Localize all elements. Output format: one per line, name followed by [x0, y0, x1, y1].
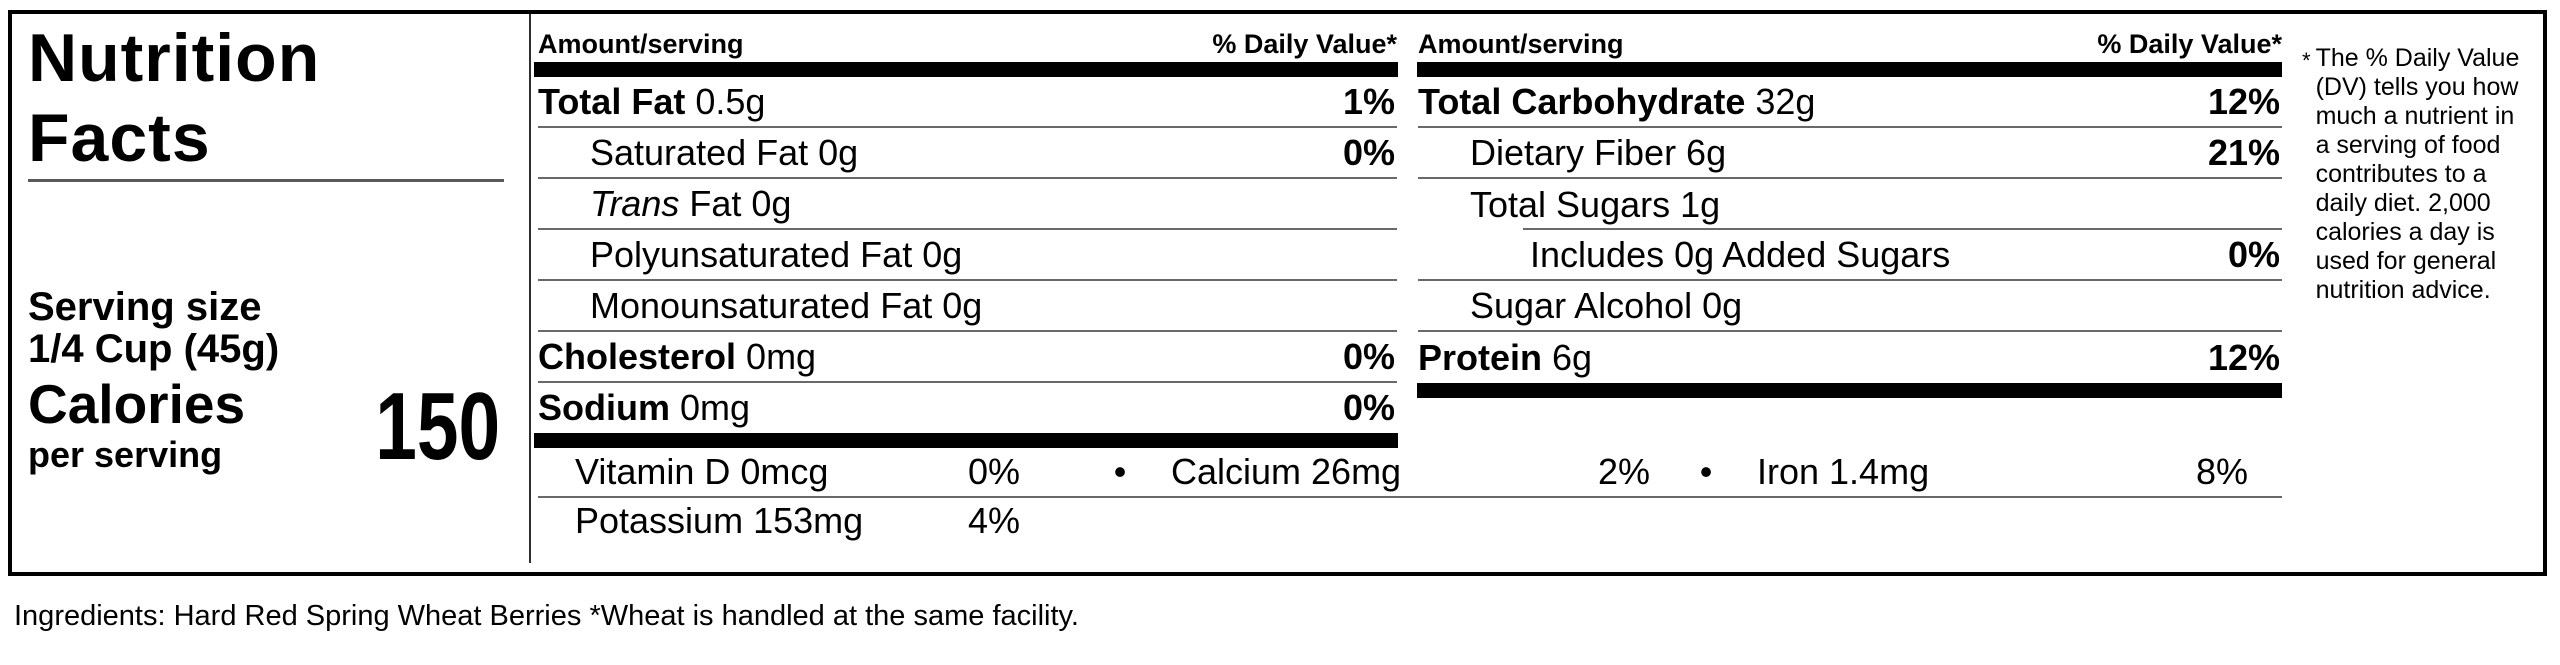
- label-title: Nutrition Facts: [28, 18, 320, 178]
- calcium-dv: 2%: [1597, 451, 1650, 492]
- calcium-name: Calcium 26mg: [1171, 451, 1402, 492]
- footnote-asterisk: *: [2302, 48, 2311, 73]
- daily-value: 21%: [2207, 131, 2280, 173]
- row-dietary-fiber: Dietary Fiber 6g 21%: [1418, 128, 2282, 179]
- col2-bottom-bar: [1417, 383, 2282, 398]
- col2-header-bar: [1417, 62, 2282, 77]
- calories-label: Calories: [28, 373, 246, 435]
- nutrient-name-italic: Trans: [590, 182, 680, 224]
- row-total-fat: Total Fat 0.5g 1%: [538, 77, 1397, 128]
- calories-value: 150: [340, 379, 500, 475]
- daily-value: 0%: [1342, 131, 1395, 173]
- label-title-line1: Nutrition: [28, 20, 321, 96]
- row-monounsaturated-fat: Monounsaturated Fat 0g: [538, 281, 1397, 332]
- title-divider-rule: [28, 179, 504, 182]
- nutrient-name: Polyunsaturated Fat 0g: [590, 233, 963, 275]
- nutrient-amount: 32g: [1745, 80, 1816, 122]
- daily-value: 0%: [1342, 335, 1395, 377]
- serving-size-label: Serving size: [28, 285, 262, 329]
- nutrient-amount: 0mg: [736, 335, 817, 377]
- row-sugar-alcohol: Sugar Alcohol 0g: [1418, 281, 2282, 332]
- nutrient-name: Dietary Fiber 6g: [1470, 131, 1727, 173]
- nutrient-name: Saturated Fat 0g: [590, 131, 859, 173]
- nutrient-name: Protein: [1418, 336, 1543, 378]
- row-cholesterol: Cholesterol 0mg 0%: [538, 332, 1397, 383]
- row-trans-fat: Trans Fat 0g: [538, 179, 1397, 230]
- nutrient-name: Sugar Alcohol 0g: [1470, 284, 1743, 326]
- iron-name: Iron 1.4mg: [1757, 451, 1930, 492]
- col2-header-amount: Amount/serving: [1418, 29, 1624, 59]
- row-total-sugars: Total Sugars 1g: [1418, 179, 2282, 230]
- vitamin-d-dv: 0%: [967, 451, 1020, 492]
- nutrient-name: Total Sugars 1g: [1470, 183, 1721, 225]
- calories-sublabel: per serving: [28, 434, 223, 475]
- nutrient-amount: 0mg: [670, 387, 751, 428]
- nutrient-name: Monounsaturated Fat 0g: [590, 284, 983, 326]
- daily-value-footnote: * The % Daily Value (DV) tells you how m…: [2302, 44, 2528, 305]
- potassium-dv: 4%: [967, 500, 1020, 541]
- panel-vertical-divider: [529, 14, 531, 563]
- col1-header-amount: Amount/serving: [538, 29, 744, 59]
- nutrient-amount: Fat 0g: [679, 182, 792, 224]
- daily-value: 1%: [1342, 80, 1395, 122]
- col1-header-bar: [534, 62, 1398, 77]
- footnote-text: The % Daily Value (DV) tells you how muc…: [2315, 44, 2520, 304]
- bullet-separator: •: [1699, 451, 1713, 492]
- iron-dv: 8%: [2195, 451, 2248, 492]
- vitamin-d-name: Vitamin D 0mcg: [575, 451, 829, 492]
- serving-size-block: Serving size 1/4 Cup (45g): [28, 286, 279, 370]
- col1-bottom-bar: [534, 433, 1398, 448]
- col1-header-daily-value: % Daily Value*: [1212, 29, 1397, 59]
- col2-header-daily-value: % Daily Value*: [2097, 29, 2282, 59]
- serving-size-value: 1/4 Cup (45g): [28, 327, 280, 371]
- label-border: [8, 10, 2547, 576]
- micros-divider-rule: [538, 496, 2282, 498]
- row-polyunsaturated-fat: Polyunsaturated Fat 0g: [538, 230, 1397, 281]
- nutrient-amount: 0.5g: [685, 80, 766, 122]
- row-protein: Protein 6g 12%: [1418, 332, 2282, 383]
- nutrient-name: Includes 0g Added Sugars: [1530, 233, 1951, 275]
- nutrient-name: Total Fat: [538, 80, 686, 122]
- row-saturated-fat: Saturated Fat 0g 0%: [538, 128, 1397, 179]
- daily-value: 12%: [2207, 336, 2280, 378]
- row-sodium: Sodium 0mg 0%: [538, 383, 1397, 433]
- daily-value: 0%: [2227, 233, 2280, 275]
- label-title-line2: Facts: [28, 100, 211, 176]
- potassium-name: Potassium 153mg: [575, 500, 864, 541]
- daily-value: 0%: [1342, 387, 1395, 428]
- daily-value: 12%: [2207, 80, 2280, 122]
- row-total-carbohydrate: Total Carbohydrate 32g 12%: [1418, 77, 2282, 128]
- nutrient-name: Cholesterol: [538, 335, 737, 377]
- nutrient-name: Total Carbohydrate: [1418, 80, 1746, 122]
- ingredients-statement: Ingredients: Hard Red Spring Wheat Berri…: [14, 600, 1079, 632]
- row-added-sugars: Includes 0g Added Sugars 0%: [1418, 230, 2282, 281]
- nutrient-amount: 6g: [1542, 336, 1593, 378]
- bullet-separator: •: [1113, 451, 1127, 492]
- calories-number: 150: [375, 373, 501, 480]
- nutrient-name: Sodium: [538, 387, 670, 428]
- added-sugars-partial-rule: [1523, 228, 2282, 230]
